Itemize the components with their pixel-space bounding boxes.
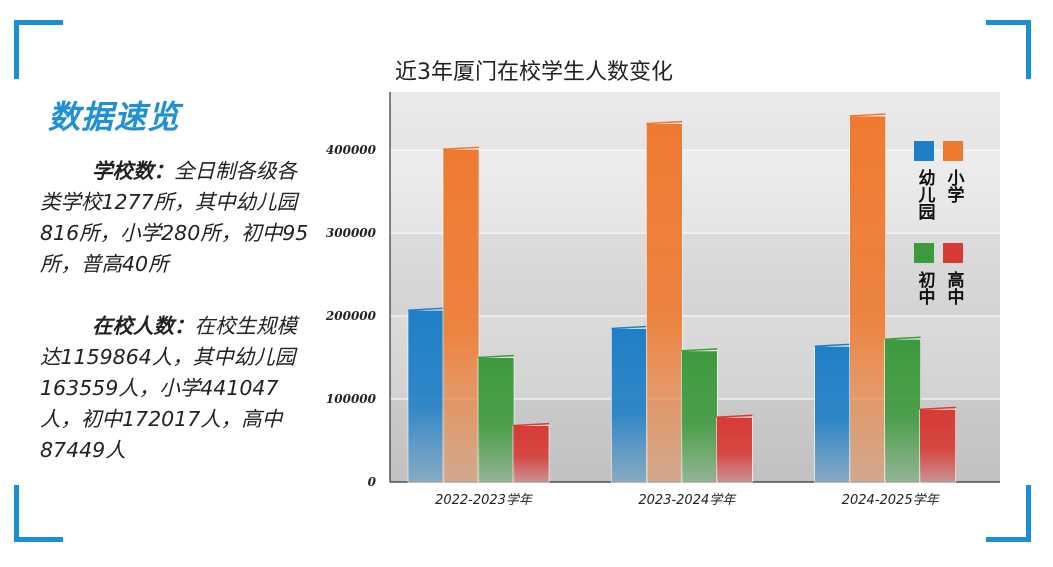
school-count-paragraph: 学校数：全日制各级各类学校1277所，其中幼儿园816所，小学280所，初中95… [40, 156, 310, 280]
legend-swatch-primary [943, 141, 963, 161]
legend-label-kindergarten: 幼儿园 [914, 169, 935, 220]
grid-band [390, 233, 1000, 316]
school-count-text: 全日制各级各类学校1277所，其中幼儿园816所，小学280所，初中95所，普高… [40, 159, 309, 276]
bar-senior [716, 416, 753, 483]
bar-top-edge [442, 146, 480, 151]
bar-senior [919, 409, 956, 483]
y-tick-label: 100000 [326, 392, 377, 406]
bar-top-edge [849, 113, 886, 117]
bar-top-edge [477, 354, 515, 359]
bar-top-edge [407, 307, 445, 311]
legend-swatch-junior [914, 243, 934, 263]
bar-kindergarten [611, 328, 648, 483]
bar-junior [681, 350, 718, 483]
legend-label-junior: 初中 [914, 271, 935, 305]
chart-title: 近3年厦门在校学生人数变化 [395, 60, 673, 85]
bar-kindergarten [407, 309, 445, 483]
bar-top-edge [611, 325, 648, 330]
y-tick-label: 200000 [325, 309, 377, 323]
y-tick-label: 400000 [326, 143, 377, 157]
bar-junior [477, 357, 515, 483]
legend-label-senior: 高中 [943, 271, 964, 305]
frame-corner-bottom-right [986, 485, 1031, 542]
y-tick-label: 0 [368, 475, 377, 489]
frame-corner-top-left [14, 20, 63, 79]
student-count-label: 在校人数： [92, 314, 195, 338]
school-count-label: 学校数： [92, 159, 174, 183]
bar-top-edge [884, 336, 921, 341]
frame-corner-bottom-left [14, 485, 63, 542]
bar-primary [646, 123, 683, 483]
student-count-paragraph: 在校人数：在校生规模达1159864人，其中幼儿园163559人，小学44104… [40, 311, 310, 466]
legend-label-primary: 小学 [943, 169, 964, 203]
legend-swatch-senior [943, 243, 963, 263]
bar-primary [849, 115, 886, 483]
bar-top-edge [814, 343, 851, 348]
bar-senior [512, 425, 550, 483]
bar-top-edge [512, 422, 550, 427]
bar-top-edge [646, 120, 683, 125]
bar-top-edge [716, 414, 753, 419]
bar-chart: 0 100000 200000 300000 400000 2022-2023学年 2023… [325, 92, 1000, 508]
y-tick-label: 300000 [326, 226, 377, 240]
legend-item-primary: 小学 [942, 141, 964, 203]
x-tick-label: 2024-2025学年 [842, 492, 941, 508]
x-tick-label: 2023-2024学年 [638, 492, 737, 508]
sidebar-title: 数据速览 [48, 98, 181, 136]
bar-top-edge [681, 348, 718, 352]
bar-junior [884, 338, 921, 483]
legend-swatch-kindergarten [914, 141, 934, 161]
x-tick-label: 2022-2023学年 [435, 492, 534, 508]
student-count-text: 在校生规模达1159864人，其中幼儿园163559人，小学441047人，初中… [40, 314, 297, 462]
bar-primary [442, 148, 480, 483]
legend-item-senior: 高中 [942, 243, 964, 305]
frame-corner-top-right [986, 20, 1031, 79]
bar-kindergarten [814, 345, 851, 483]
legend-item-kindergarten: 幼儿园 [913, 141, 935, 220]
bar-top-edge [919, 406, 956, 411]
grid-band [390, 92, 1000, 150]
legend-item-junior: 初中 [913, 243, 935, 305]
